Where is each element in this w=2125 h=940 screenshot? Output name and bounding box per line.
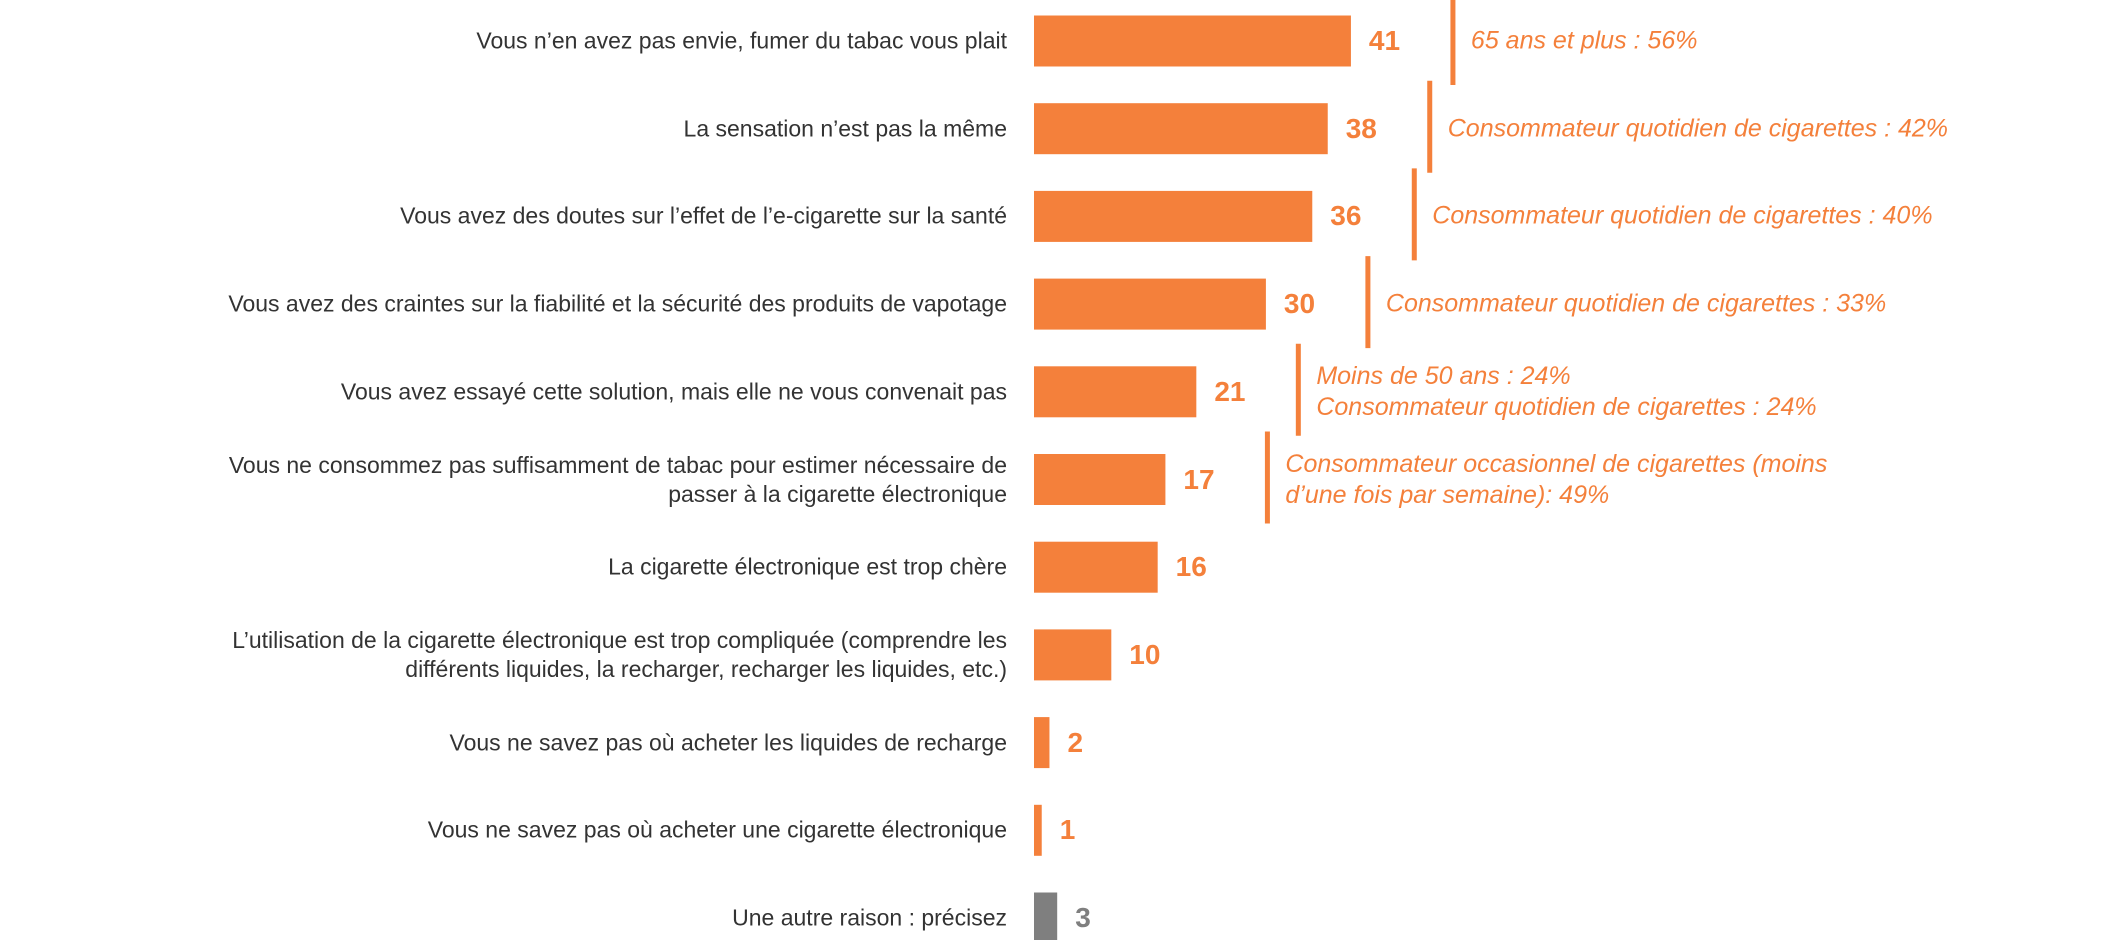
- annotation: Consommateur quotidien de cigarettes : 4…: [1447, 114, 1949, 143]
- value-label: 38: [1345, 112, 1377, 144]
- category-label: Vous avez des doutes sur l’effet de l’e-…: [400, 202, 1007, 229]
- category-label: Vous avez des craintes sur la fiabilité …: [228, 290, 1007, 317]
- value-label: 41: [1368, 25, 1401, 56]
- bar: [1034, 541, 1158, 593]
- category-label: La sensation n’est pas la même: [683, 115, 1007, 142]
- value-label: 1: [1059, 814, 1076, 846]
- bar: [1034, 103, 1328, 155]
- category-label: Vous ne savez pas où acheter les liquide…: [449, 729, 1007, 756]
- bar: [1034, 717, 1050, 769]
- category-label: Vous ne consommez pas suffisamment de ta…: [228, 451, 1007, 507]
- value-label: 36: [1330, 200, 1362, 232]
- category-label: Une autre raison : précisez: [732, 904, 1007, 931]
- category-label: Vous avez essayé cette solution, mais el…: [340, 378, 1007, 405]
- value-label: 10: [1129, 638, 1161, 670]
- category-label: La cigarette électronique est trop chère: [608, 553, 1007, 580]
- value-label: 21: [1214, 375, 1246, 407]
- annotation: Moins de 50 ans : 24% Consommateur quoti…: [1316, 361, 1817, 421]
- bar: [1034, 15, 1351, 67]
- bar: [1034, 804, 1042, 856]
- value-label: 17: [1183, 463, 1215, 495]
- bar: [1034, 278, 1266, 330]
- value-label: 3: [1075, 902, 1091, 933]
- value-label: 2: [1067, 726, 1084, 758]
- value-label: 30: [1283, 288, 1316, 320]
- annotation: Consommateur quotidien de cigarettes : 4…: [1432, 201, 1933, 230]
- value-label: 16: [1175, 551, 1207, 583]
- annotation: Consommateur quotidien de cigarettes : 3…: [1385, 289, 1887, 318]
- category-label: Vous ne savez pas où acheter une cigaret…: [427, 816, 1007, 843]
- annotation: Consommateur occasionnel de cigarettes (…: [1285, 449, 1828, 509]
- category-label: L’utilisation de la cigarette électroniq…: [232, 626, 1007, 682]
- annotation: 65 ans et plus : 56%: [1470, 26, 1698, 55]
- bar: [1034, 629, 1112, 681]
- bar: [1034, 366, 1197, 418]
- bar: [1034, 190, 1313, 242]
- bar: [1034, 892, 1058, 940]
- bar: [1034, 454, 1166, 505]
- category-label: Vous n’en avez pas envie, fumer du tabac…: [476, 27, 1007, 54]
